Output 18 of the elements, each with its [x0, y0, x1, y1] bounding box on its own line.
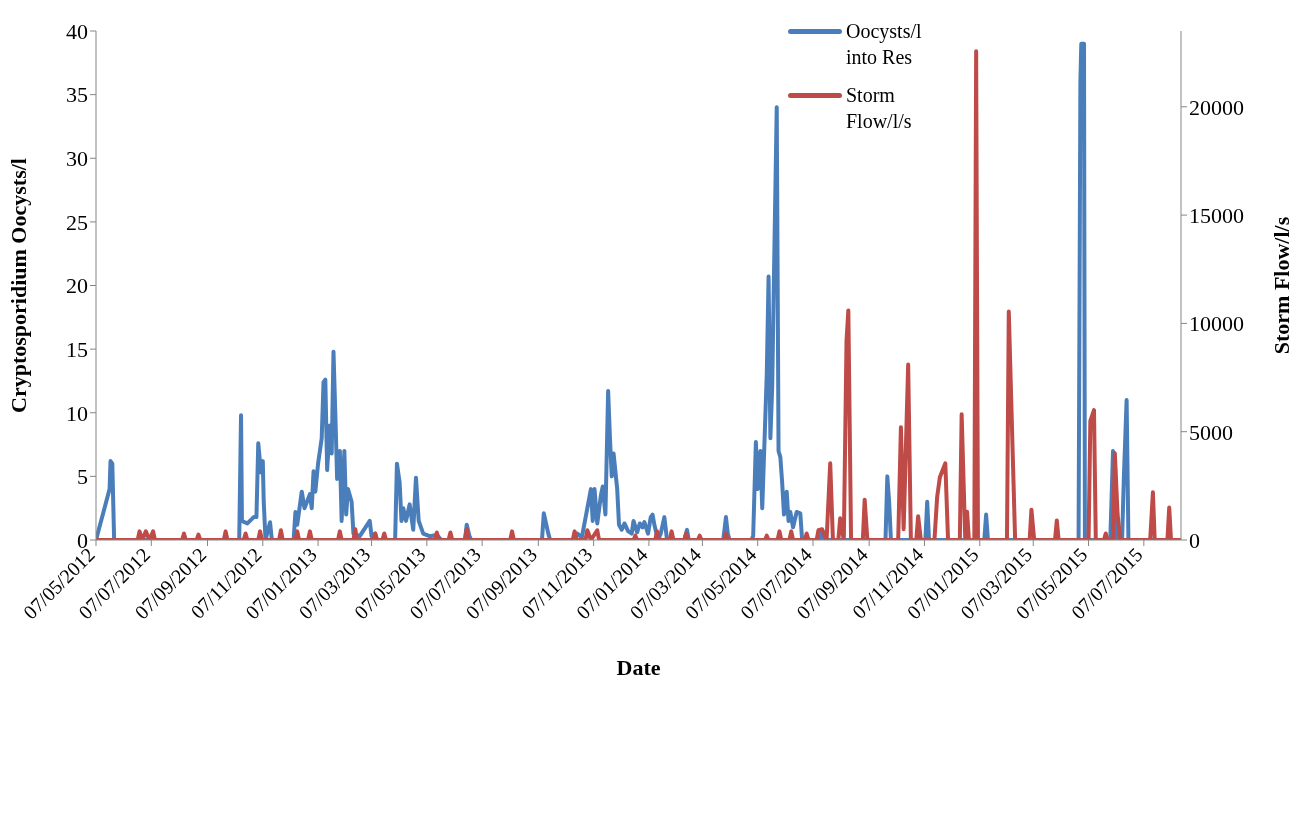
y-tick-label: 20 — [66, 273, 88, 299]
legend-label: Oocysts/l into Res — [846, 19, 923, 70]
y-tick-label: 40 — [66, 18, 88, 44]
y-tick-label: 30 — [66, 146, 88, 172]
y2-tick-label: 0 — [1189, 527, 1200, 553]
y2-tick-label: 15000 — [1189, 202, 1244, 228]
y2-tick-label: 20000 — [1189, 94, 1244, 120]
y2-tick-label: 10000 — [1189, 311, 1244, 337]
y2-tick-label: 5000 — [1189, 419, 1233, 445]
y-tick-label: 10 — [66, 400, 88, 426]
y-axis-title: Cryptosporidium Oocysts/l — [5, 158, 31, 413]
y-tick-label: 15 — [66, 336, 88, 362]
y-tick-label: 25 — [66, 209, 88, 235]
y2-axis-title: Storm Flow/l/s — [1268, 216, 1294, 355]
legend-label: Storm Flow/l/s — [846, 83, 913, 134]
y-tick-label: 5 — [77, 464, 88, 490]
y-tick-label: 35 — [66, 82, 88, 108]
x-axis-title: Date — [616, 655, 661, 680]
